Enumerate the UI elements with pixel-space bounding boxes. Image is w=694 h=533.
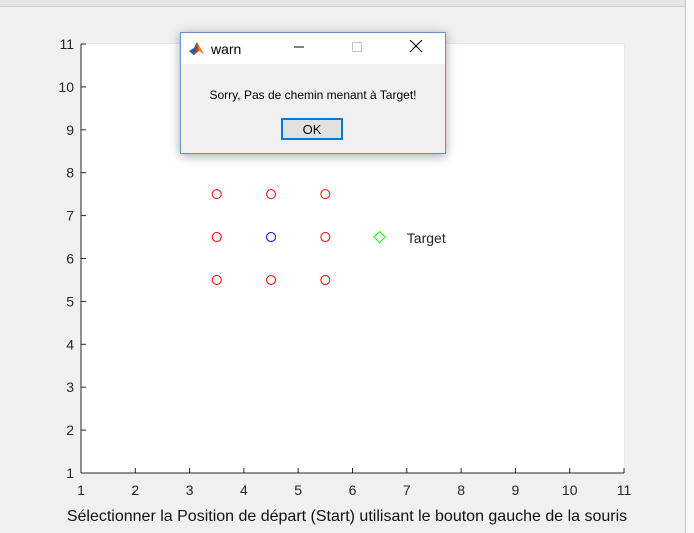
circle-marker bbox=[211, 232, 222, 243]
y-tick-label: 5 bbox=[66, 293, 74, 309]
circle-marker bbox=[211, 274, 222, 285]
y-tick-label: 1 bbox=[66, 465, 74, 481]
diamond-marker bbox=[373, 230, 386, 244]
target-label: Target bbox=[407, 230, 446, 246]
minimize-button[interactable] bbox=[276, 33, 322, 64]
y-tick-label: 6 bbox=[66, 251, 74, 267]
dialog-title: warn bbox=[211, 41, 242, 57]
circle-marker bbox=[266, 189, 277, 200]
dialog-message: Sorry, Pas de chemin menant à Target! bbox=[209, 88, 417, 102]
right-edge-strip bbox=[685, 0, 694, 533]
x-tick-label: 7 bbox=[403, 482, 411, 498]
maximize-icon bbox=[351, 40, 363, 58]
circle-marker bbox=[266, 232, 277, 243]
y-tick-label: 9 bbox=[66, 122, 74, 138]
circle-marker bbox=[266, 274, 277, 285]
y-tick-label: 4 bbox=[66, 336, 74, 352]
warn-dialog: warn Sorry, Pas de chemin menant à Targe… bbox=[180, 32, 446, 154]
circle-marker bbox=[211, 189, 222, 200]
y-tick-label: 7 bbox=[66, 208, 74, 224]
x-tick-label: 6 bbox=[349, 482, 357, 498]
x-tick-label: 8 bbox=[457, 482, 465, 498]
x-tick-label: 1 bbox=[77, 482, 85, 498]
annotations: Target bbox=[407, 230, 446, 246]
circle-marker bbox=[320, 189, 331, 200]
y-tick-label: 11 bbox=[59, 36, 74, 52]
x-tick-label: 3 bbox=[186, 482, 194, 498]
dialog-titlebar[interactable]: warn bbox=[181, 33, 445, 64]
x-tick-label: 10 bbox=[562, 482, 578, 498]
close-button[interactable] bbox=[393, 33, 439, 64]
y-tick-label: 2 bbox=[66, 422, 74, 438]
ok-button[interactable]: OK bbox=[281, 118, 343, 140]
y-tick-label: 3 bbox=[66, 379, 74, 395]
x-tick-label: 9 bbox=[512, 482, 520, 498]
x-tick-label: 4 bbox=[240, 482, 248, 498]
x-tick-label: 11 bbox=[617, 482, 632, 498]
y-tick-label: 10 bbox=[58, 79, 74, 95]
minimize-icon bbox=[293, 40, 305, 58]
close-icon bbox=[409, 39, 423, 58]
top-strip bbox=[0, 0, 694, 7]
y-tick-label: 8 bbox=[66, 165, 74, 181]
circle-marker bbox=[320, 274, 331, 285]
circle-marker bbox=[320, 232, 331, 243]
x-axis-label: Sélectionner la Position de départ (Star… bbox=[66, 508, 628, 525]
matlab-icon bbox=[188, 40, 205, 57]
x-tick-label: 5 bbox=[294, 482, 302, 498]
data-markers bbox=[211, 189, 386, 285]
dialog-body: Sorry, Pas de chemin menant à Target! OK bbox=[181, 64, 445, 153]
maximize-button[interactable] bbox=[334, 33, 380, 64]
x-tick-label: 2 bbox=[131, 482, 139, 498]
